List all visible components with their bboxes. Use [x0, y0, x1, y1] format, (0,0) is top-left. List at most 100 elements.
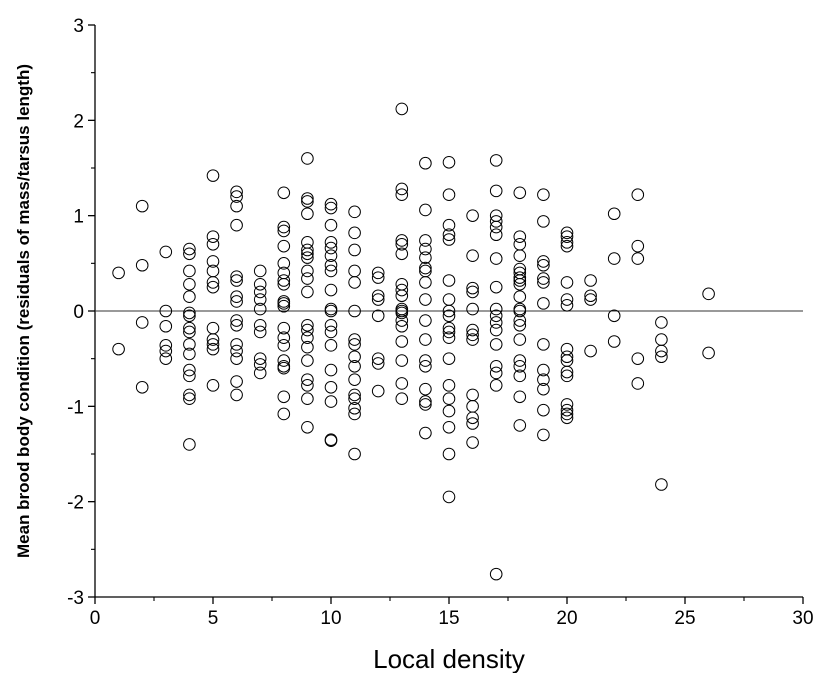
data-point	[348, 350, 361, 364]
data-point	[655, 350, 668, 364]
data-point	[560, 298, 574, 312]
data-point	[253, 264, 267, 278]
data-point	[277, 257, 291, 270]
data-point	[419, 203, 432, 217]
data-point	[442, 325, 456, 339]
data-point	[560, 239, 574, 253]
data-point	[371, 357, 385, 370]
data-point	[419, 359, 432, 373]
data-point	[301, 323, 314, 337]
data-point	[537, 272, 550, 285]
data-point	[206, 338, 220, 351]
data-point	[655, 478, 668, 491]
data-point	[419, 398, 432, 411]
data-point	[466, 400, 479, 413]
data-point	[206, 379, 220, 392]
data-point	[607, 335, 621, 348]
data-point	[253, 366, 267, 380]
data-point	[206, 333, 220, 346]
data-point	[442, 490, 456, 504]
data-point	[702, 346, 715, 360]
data-point	[466, 333, 479, 346]
data-point	[159, 339, 173, 352]
data-point	[324, 433, 338, 447]
data-point	[348, 388, 361, 402]
data-point	[442, 304, 456, 318]
data-point	[230, 295, 243, 308]
data-point	[230, 388, 243, 402]
data-point	[183, 369, 196, 383]
data-point	[560, 365, 574, 379]
data-point	[466, 281, 479, 295]
data-point	[324, 197, 338, 211]
data-point	[324, 258, 338, 272]
data-point	[135, 199, 149, 213]
data-point	[466, 209, 479, 222]
data-point	[230, 274, 243, 287]
data-point	[230, 314, 243, 327]
data-point	[183, 392, 196, 406]
data-point	[277, 278, 291, 291]
data-point	[301, 192, 314, 205]
data-point	[489, 220, 503, 234]
data-point	[112, 342, 125, 356]
data-point	[513, 390, 527, 404]
data-point	[655, 333, 668, 346]
data-point	[584, 274, 597, 287]
data-point	[324, 283, 338, 297]
data-point	[442, 379, 456, 392]
data-point	[206, 280, 220, 294]
data-point	[442, 274, 456, 287]
x-tick-label: 15	[438, 608, 459, 629]
x-tick-label: 0	[90, 608, 101, 629]
data-point	[230, 185, 243, 199]
data-point	[607, 207, 621, 221]
data-point	[348, 264, 361, 278]
data-point	[560, 407, 574, 421]
data-point	[537, 363, 550, 377]
data-point	[513, 354, 527, 367]
data-point	[183, 438, 196, 451]
data-point	[513, 271, 527, 284]
x-tick-label: 5	[208, 608, 219, 629]
data-point	[442, 233, 456, 246]
data-point	[560, 411, 574, 425]
data-point	[301, 421, 314, 434]
data-point	[489, 366, 503, 380]
data-point	[442, 331, 456, 344]
data-point	[702, 287, 715, 301]
data-point	[442, 421, 456, 434]
data-point	[537, 255, 550, 268]
x-tick-label: 20	[556, 608, 577, 629]
data-point	[183, 363, 196, 377]
data-point	[324, 325, 338, 339]
y-tick-label: 1	[73, 207, 84, 228]
data-point	[419, 234, 432, 247]
data-point	[395, 188, 409, 201]
data-point	[489, 316, 503, 329]
data-point	[395, 237, 409, 251]
data-point	[277, 297, 291, 310]
data-point	[324, 395, 338, 408]
data-point	[513, 278, 527, 291]
data-point	[324, 380, 338, 394]
data-point	[277, 361, 291, 375]
data-point	[442, 188, 456, 201]
data-point	[183, 278, 196, 291]
data-point	[301, 251, 314, 264]
data-point	[301, 285, 314, 299]
data-point	[631, 352, 645, 365]
data-point	[324, 241, 338, 255]
data-point	[513, 369, 527, 383]
data-point	[395, 335, 409, 348]
x-ticks: 0 5 10 15 20 25 30	[90, 597, 814, 629]
data-point	[607, 309, 621, 323]
data-point	[301, 392, 314, 406]
data-point	[419, 395, 432, 408]
data-point	[230, 270, 243, 283]
data-point	[206, 255, 220, 268]
data-point	[560, 403, 574, 417]
data-point	[442, 392, 456, 406]
data-point	[560, 236, 574, 249]
data-point	[348, 226, 361, 240]
